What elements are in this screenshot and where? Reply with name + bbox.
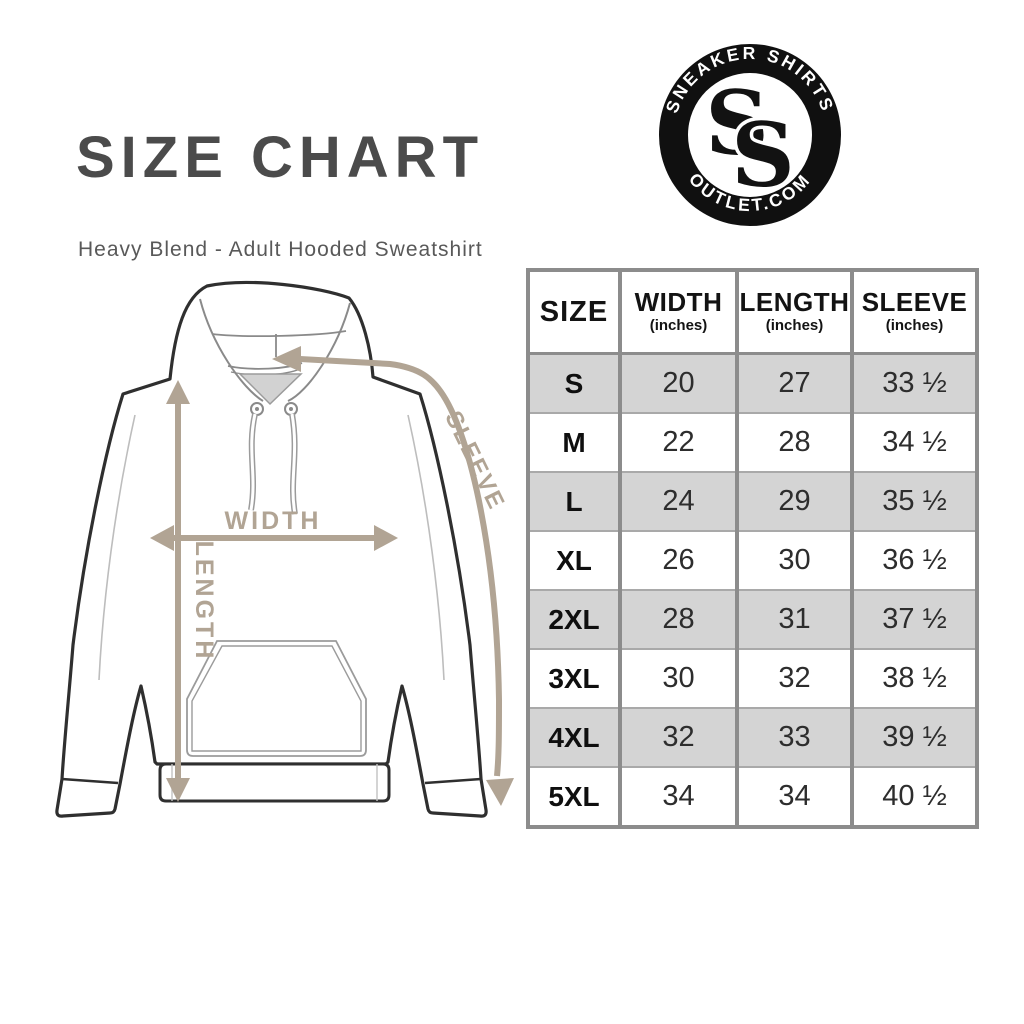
- sleeve-arrowhead-left: [272, 346, 301, 372]
- length-cell: 28: [735, 412, 852, 472]
- hem-band: [158, 762, 391, 803]
- width-cell: 26: [618, 530, 737, 590]
- length-arrowhead-top: [166, 380, 190, 404]
- length-cell: 29: [735, 471, 852, 531]
- hood-seam-top: [211, 330, 347, 338]
- cuff-seam-left: [61, 777, 119, 785]
- table-header-row: SIZE WIDTH (inches) LENGTH (inches) SLEE…: [528, 270, 977, 355]
- col-header-size-label: SIZE: [539, 295, 609, 328]
- size-cell: 3XL: [528, 648, 620, 708]
- table-row: 4XL 32 33 39 ½: [528, 707, 977, 767]
- table-row: L 24 29 35 ½: [528, 471, 977, 531]
- size-cell: 5XL: [528, 766, 620, 827]
- size-table: SIZE WIDTH (inches) LENGTH (inches) SLEE…: [526, 268, 979, 829]
- table-row: S 20 27 33 ½: [528, 353, 977, 413]
- monogram-back-s: S: [705, 71, 769, 175]
- sleeve-arrowhead-bottom: [486, 778, 514, 806]
- eyelet-right-hole: [289, 407, 293, 411]
- width-cell: 20: [618, 353, 737, 413]
- length-label: LENGTH: [190, 541, 218, 662]
- sleeve-cell: 36 ½: [850, 530, 977, 590]
- size-cell: L: [528, 471, 620, 531]
- col-header-sleeve-label: SLEEVE: [861, 287, 968, 318]
- measurement-arrows: [150, 346, 514, 806]
- page-subtitle: Heavy Blend - Adult Hooded Sweatshirt: [78, 238, 483, 261]
- sleeve-cell: 39 ½: [850, 707, 977, 767]
- sleeve-cell: 33 ½: [850, 353, 977, 413]
- cuff-seam-right: [424, 777, 482, 785]
- col-header-length: LENGTH (inches): [735, 270, 852, 355]
- length-cell: 27: [735, 353, 852, 413]
- sleeve-cell: 38 ½: [850, 648, 977, 708]
- drawstring-right-core: [290, 413, 297, 515]
- pocket-outline-outer: [186, 640, 367, 757]
- size-cell: XL: [528, 530, 620, 590]
- sleeve-label: SLEEVE: [439, 407, 510, 515]
- brand-logo: SNEAKER SHIRTS OUTLET.COM S S: [659, 43, 841, 226]
- width-cell: 32: [618, 707, 737, 767]
- arm-seam-right: [407, 414, 445, 681]
- hood-opening-left: [199, 298, 264, 402]
- table-row: 5XL 34 34 40 ½: [528, 766, 977, 827]
- size-table-container: SIZE WIDTH (inches) LENGTH (inches) SLEE…: [526, 268, 979, 829]
- length-cell: 34: [735, 766, 852, 827]
- arm-seam-left: [98, 414, 136, 681]
- sleeve-cell: 40 ½: [850, 766, 977, 827]
- drawstring-left-core: [249, 413, 257, 511]
- size-cell: S: [528, 353, 620, 413]
- page-title: SIZE CHART: [76, 125, 484, 190]
- width-cell: 28: [618, 589, 737, 649]
- width-label: WIDTH: [225, 507, 322, 535]
- col-header-width-label: WIDTH: [634, 287, 723, 318]
- size-cell: M: [528, 412, 620, 472]
- sleeve-cell: 35 ½: [850, 471, 977, 531]
- col-header-sleeve: SLEEVE (inches): [850, 270, 977, 355]
- col-header-sleeve-unit: (inches): [885, 316, 944, 334]
- logo-ss-monogram: S S: [705, 71, 798, 211]
- col-header-size: SIZE: [528, 270, 620, 355]
- width-arrowhead-right: [374, 525, 398, 551]
- size-table-body: S 20 27 33 ½ M 22 28 34 ½ L 24 29 35 ½ XL 26 30 36 ½ 2XL…: [528, 353, 977, 827]
- pocket-outline-inner: [191, 645, 362, 752]
- hood-opening-right: [287, 302, 351, 402]
- size-cell: 4XL: [528, 707, 620, 767]
- sleeve-cell: 34 ½: [850, 412, 977, 472]
- width-cell: 22: [618, 412, 737, 472]
- width-cell: 34: [618, 766, 737, 827]
- col-header-width-unit: (inches): [649, 316, 708, 334]
- length-cell: 31: [735, 589, 852, 649]
- size-cell: 2XL: [528, 589, 620, 649]
- eyelet-left-hole: [255, 407, 259, 411]
- hoodie-body-outline: [55, 280, 488, 818]
- sleeve-arrow-line: [299, 356, 503, 777]
- length-arrowhead-bottom: [166, 778, 190, 802]
- neck-triangle: [238, 373, 303, 406]
- table-row: M 22 28 34 ½: [528, 412, 977, 472]
- table-row: XL 26 30 36 ½: [528, 530, 977, 590]
- table-row: 3XL 30 32 38 ½: [528, 648, 977, 708]
- width-cell: 30: [618, 648, 737, 708]
- logo-inner-disc: [688, 73, 812, 197]
- length-cell: 30: [735, 530, 852, 590]
- monogram-front-s: S: [731, 103, 795, 207]
- width-cell: 24: [618, 471, 737, 531]
- col-header-length-unit: (inches): [765, 316, 824, 334]
- sleeve-cell: 37 ½: [850, 589, 977, 649]
- table-row: 2XL 28 31 37 ½: [528, 589, 977, 649]
- length-cell: 32: [735, 648, 852, 708]
- col-header-width: WIDTH (inches): [618, 270, 737, 355]
- col-header-length-label: LENGTH: [739, 287, 850, 318]
- length-cell: 33: [735, 707, 852, 767]
- width-arrowhead-left: [150, 525, 174, 551]
